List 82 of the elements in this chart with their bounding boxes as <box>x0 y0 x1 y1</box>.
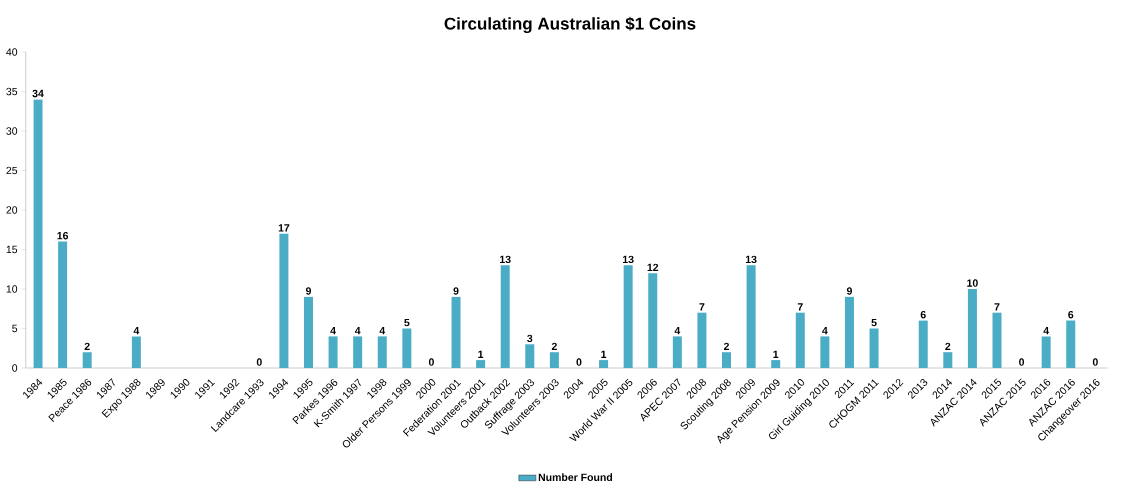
data-label: 9 <box>305 287 312 295</box>
y-tick-label: 40 <box>6 48 18 56</box>
data-label: 0 <box>428 358 434 366</box>
bar <box>623 265 633 368</box>
bar <box>131 336 141 368</box>
y-tick-label: 35 <box>6 87 18 96</box>
data-label: 0 <box>576 358 582 366</box>
data-label: 9 <box>846 287 852 295</box>
data-label: 4 <box>354 326 361 335</box>
data-label: 1 <box>478 350 484 358</box>
data-label: 5 <box>404 318 410 327</box>
data-label: 9 <box>453 287 459 295</box>
bar <box>918 320 928 368</box>
bar <box>304 296 313 368</box>
data-label: 4 <box>330 326 336 335</box>
bar <box>525 344 535 368</box>
bar <box>58 241 68 368</box>
bar <box>795 312 805 368</box>
bar <box>992 312 1002 368</box>
data-label: 2 <box>551 342 557 350</box>
data-label: 17 <box>278 224 290 232</box>
y-tick-label: 15 <box>6 245 18 254</box>
data-label: 4 <box>133 326 140 335</box>
data-label: 1 <box>601 350 607 358</box>
data-label: 4 <box>674 326 681 335</box>
bar <box>697 312 707 368</box>
y-tick-label: 5 <box>12 324 18 333</box>
data-label: 13 <box>622 255 634 264</box>
bar <box>82 352 92 368</box>
data-label: 13 <box>500 255 511 264</box>
bar <box>943 352 953 368</box>
data-label: 2 <box>723 342 729 350</box>
bar <box>869 328 879 368</box>
bar <box>967 288 977 368</box>
data-label: 1 <box>773 350 779 358</box>
data-label: 0 <box>1019 358 1025 366</box>
bar <box>377 336 387 368</box>
data-label: 12 <box>647 263 659 271</box>
data-label: 6 <box>1068 310 1074 319</box>
data-label: 5 <box>871 318 877 327</box>
y-tick-label: 0 <box>12 364 18 372</box>
y-tick-label: 30 <box>6 127 18 135</box>
bar <box>648 273 658 368</box>
data-label: 7 <box>797 303 803 311</box>
data-label: 34 <box>32 89 44 98</box>
data-label: 0 <box>256 358 262 366</box>
data-label: 6 <box>920 310 926 319</box>
bar <box>402 328 412 368</box>
y-tick-label: 20 <box>6 206 18 214</box>
data-label: 10 <box>967 279 978 287</box>
bar <box>451 296 461 368</box>
data-label: 4 <box>379 326 386 335</box>
bar <box>476 360 486 368</box>
bar <box>722 352 732 368</box>
bar <box>844 296 854 368</box>
y-tick-label: 25 <box>6 166 18 175</box>
data-label: 2 <box>84 342 90 350</box>
data-label: 2 <box>945 342 951 350</box>
bar <box>1041 336 1051 368</box>
data-label: 7 <box>994 303 1000 311</box>
data-label: 3 <box>527 334 533 343</box>
y-tick-label: 10 <box>6 285 18 293</box>
data-label: 13 <box>745 255 757 264</box>
bar <box>33 99 43 368</box>
data-label: 0 <box>1092 358 1098 366</box>
bar <box>820 336 830 368</box>
bar <box>279 233 289 368</box>
data-label: 4 <box>1043 326 1050 335</box>
chart-title: Circulating Australian $1 Coins <box>444 16 696 34</box>
bar <box>353 336 363 368</box>
bar <box>549 352 559 368</box>
data-label: 4 <box>822 326 828 335</box>
data-label: 7 <box>699 303 705 311</box>
bar <box>672 336 682 368</box>
bar <box>746 265 756 368</box>
bar <box>1066 320 1076 368</box>
legend-label: Number Found <box>538 473 613 482</box>
data-label: 16 <box>57 231 69 240</box>
bar <box>599 360 609 368</box>
bar <box>500 265 510 368</box>
bar <box>328 336 338 368</box>
bar <box>771 360 781 368</box>
